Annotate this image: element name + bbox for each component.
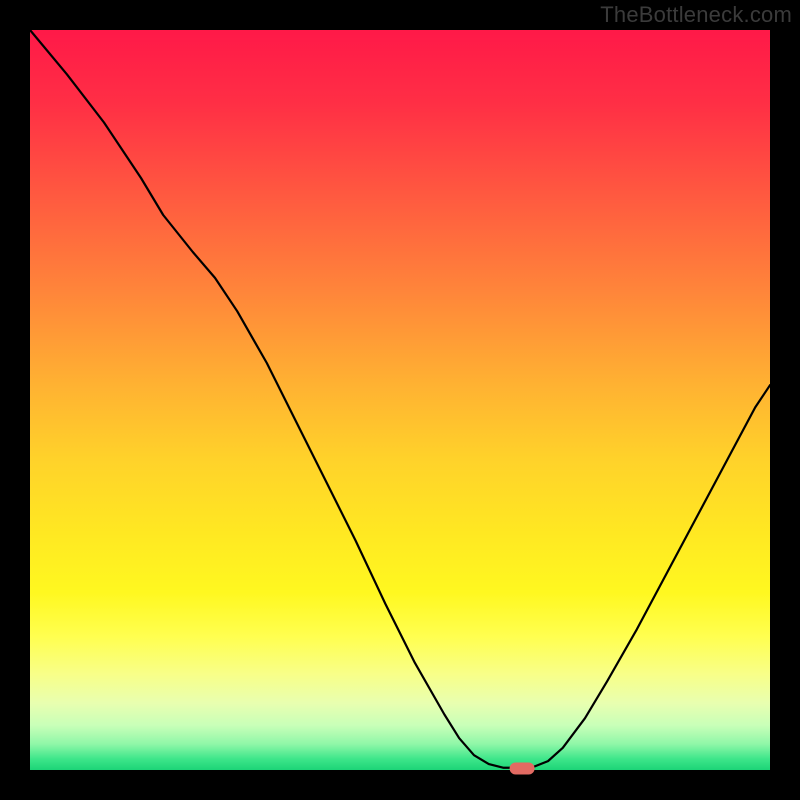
plot-background <box>30 30 770 770</box>
chart-stage: TheBottleneck.com <box>0 0 800 800</box>
optimum-marker <box>510 763 534 774</box>
watermark-text: TheBottleneck.com <box>600 2 792 28</box>
bottleneck-curve-plot <box>0 0 800 800</box>
